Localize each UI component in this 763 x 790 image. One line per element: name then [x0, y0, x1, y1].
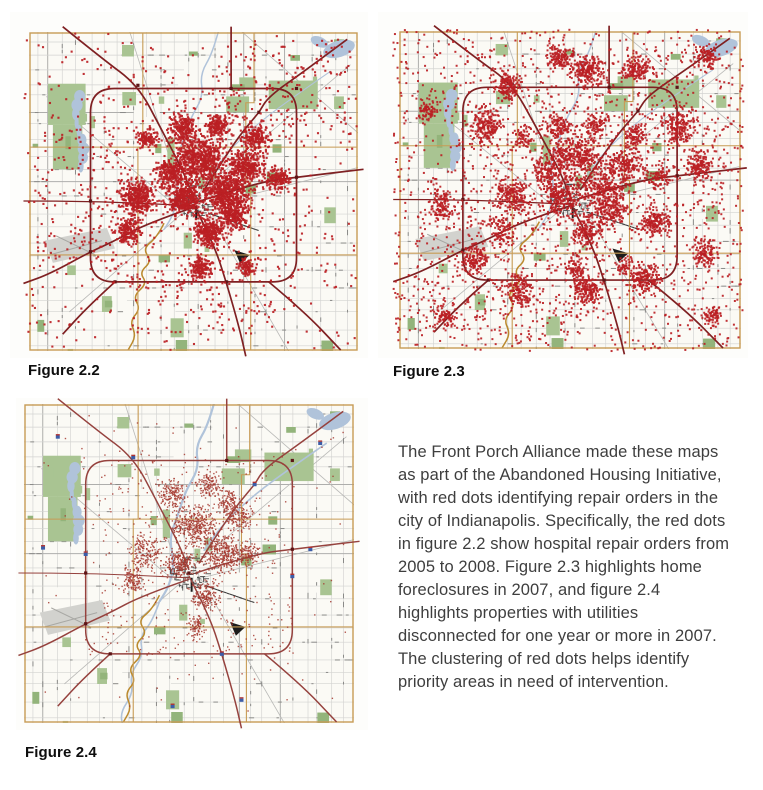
figure-2-4-caption: Figure 2.4 — [25, 744, 97, 761]
map-2-2-hospital-repair-orders — [10, 12, 368, 358]
map-2-4-utility-disconnections — [16, 398, 368, 730]
map-2-3-home-foreclosures — [378, 12, 748, 358]
figure-2-4 — [16, 398, 368, 730]
description-text: The Front Porch Alliance made these maps… — [398, 443, 730, 691]
figure-2-3 — [378, 12, 748, 358]
figure-2-2-caption: Figure 2.2 — [28, 362, 100, 379]
figure-2-3-caption: Figure 2.3 — [393, 363, 465, 380]
figure-2-2 — [10, 12, 368, 358]
